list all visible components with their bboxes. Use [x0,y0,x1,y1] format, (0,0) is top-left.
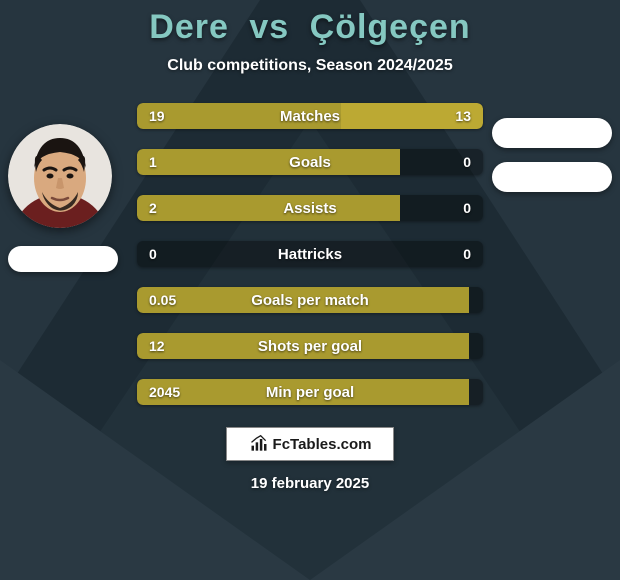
stat-value-left: 2 [149,200,157,216]
stat-value-left: 1 [149,154,157,170]
stat-row: 0.05 Goals per match [137,287,483,313]
title-vs: vs [249,8,289,46]
stat-row: 1 Goals 0 [137,149,483,175]
stat-value-left: 0.05 [149,292,176,308]
title-player2: Çölgeçen [310,8,471,46]
stat-label: Min per goal [266,384,354,401]
stat-row: 2045 Min per goal [137,379,483,405]
stat-value-left: 12 [149,338,165,354]
player-right-club-badge-bottom [492,162,612,192]
stat-row: 19 Matches 13 [137,103,483,129]
player-right-block [492,118,612,192]
fctables-logo[interactable]: FcTables.com [226,427,394,461]
stat-bar-left [137,149,400,175]
stat-label: Assists [283,200,336,217]
stat-value-left: 2045 [149,384,180,400]
stat-value-left: 19 [149,108,165,124]
stat-value-right: 13 [455,108,471,124]
stat-value-right: 0 [463,246,471,262]
stat-label: Matches [280,108,340,125]
date-text: 19 february 2025 [251,475,369,492]
stat-label: Hattricks [278,246,342,263]
player-left-club-badge [8,246,118,272]
title-player1: Dere [149,8,229,46]
player-left-block [8,124,118,272]
player-right-club-badge-top [492,118,612,148]
stat-label: Goals [289,154,331,171]
stat-value-left: 0 [149,246,157,262]
chart-icon [249,434,269,454]
stat-label: Shots per goal [258,338,362,355]
stat-value-right: 0 [463,154,471,170]
stat-value-right: 0 [463,200,471,216]
page-title: Dere vs Çölgeçen [149,8,470,47]
stat-row: 12 Shots per goal [137,333,483,359]
stat-row: 2 Assists 0 [137,195,483,221]
stat-label: Goals per match [251,292,369,309]
logo-text: FcTables.com [273,436,372,453]
player-left-avatar [8,124,112,228]
stat-row: 0 Hattricks 0 [137,241,483,267]
subtitle: Club competitions, Season 2024/2025 [167,57,452,75]
stat-bar-left [137,195,400,221]
stats-container: 19 Matches 13 1 Goals 0 2 Assists 0 0 Hattricks 0 0.… [137,103,483,405]
